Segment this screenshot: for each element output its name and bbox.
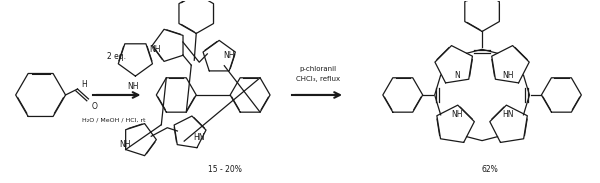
Text: HN: HN	[193, 133, 205, 142]
Text: 15 - 20%: 15 - 20%	[208, 165, 242, 174]
Text: p-chloranil: p-chloranil	[299, 66, 337, 72]
Text: NH: NH	[128, 82, 139, 91]
Text: 62%: 62%	[481, 165, 498, 174]
Text: O: O	[91, 102, 97, 111]
Text: NH: NH	[149, 45, 161, 54]
Text: 2 eq.: 2 eq.	[107, 52, 127, 61]
Text: NH: NH	[119, 140, 131, 149]
Text: HN: HN	[502, 110, 513, 119]
Text: CHCl₃, reflux: CHCl₃, reflux	[296, 76, 340, 82]
Text: H: H	[82, 80, 87, 89]
Text: NH: NH	[451, 110, 463, 119]
Text: H₂O / MeOH / HCl, rt: H₂O / MeOH / HCl, rt	[82, 118, 145, 123]
Text: NH: NH	[502, 71, 513, 80]
Text: NH: NH	[223, 51, 235, 60]
Text: N: N	[454, 71, 460, 80]
